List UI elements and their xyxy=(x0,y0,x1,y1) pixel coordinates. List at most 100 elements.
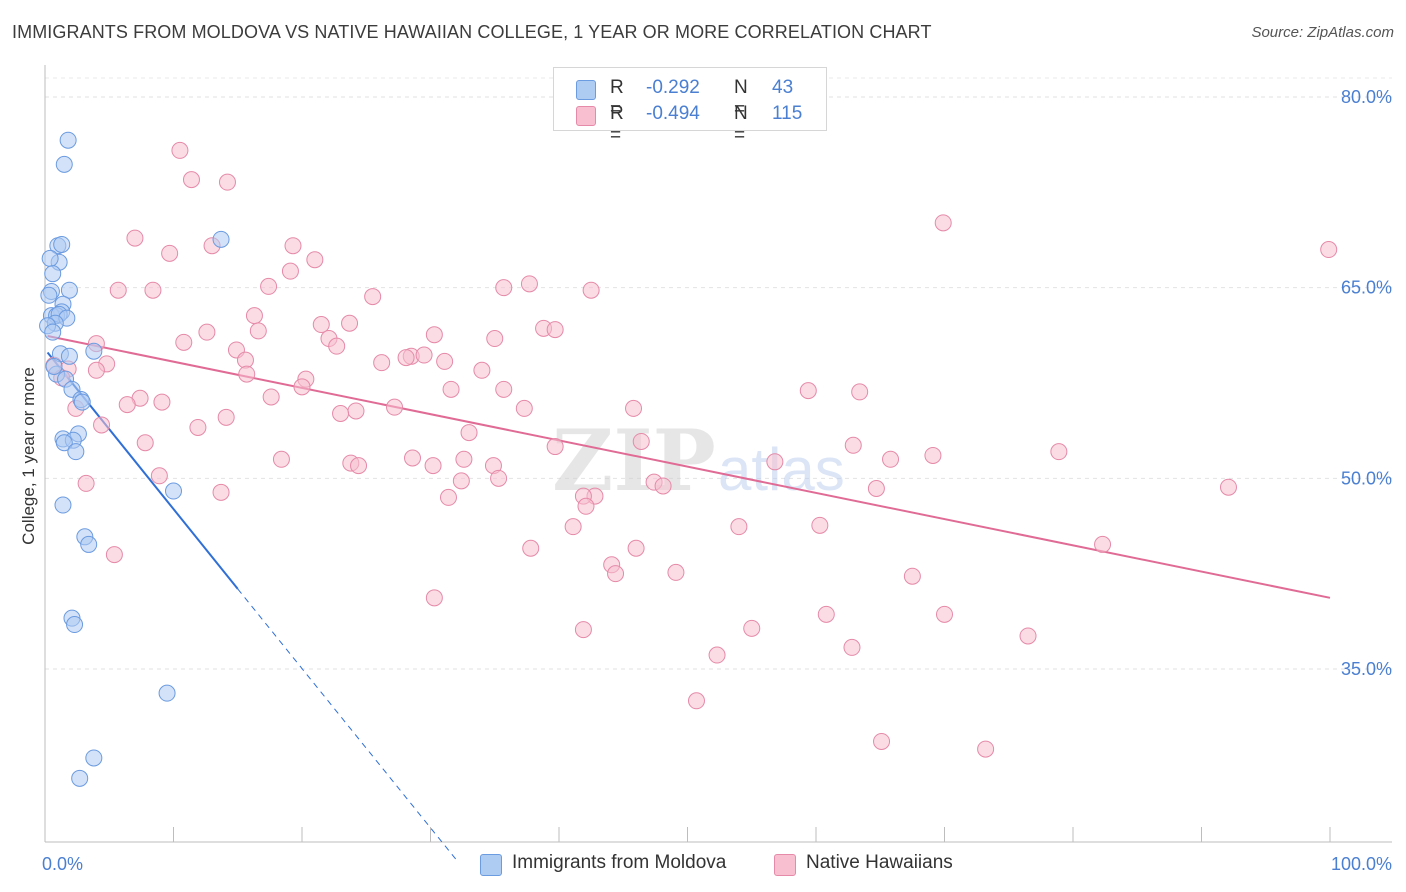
scatter-point xyxy=(843,638,861,656)
scatter-point xyxy=(126,229,144,247)
scatter-point xyxy=(495,380,513,398)
scatter-point xyxy=(582,281,600,299)
bottom-legend-label-moldova: Immigrants from Moldova xyxy=(512,852,727,873)
scatter-point xyxy=(667,563,685,581)
scatter-point xyxy=(486,330,504,348)
legend-r-value: -0.494 xyxy=(646,103,700,124)
bottom-legend-swatch-hawaiians xyxy=(774,854,796,876)
scatter-point xyxy=(708,646,726,664)
y-tick-label: 35.0% xyxy=(1341,659,1392,679)
scatter-point xyxy=(60,281,78,299)
scatter-point xyxy=(546,321,564,339)
tick-labels: 35.0% 50.0% 65.0% 80.0% 0.0% 100.0% xyxy=(42,87,1392,874)
scatter-point xyxy=(415,346,433,364)
legend-r-value: -0.292 xyxy=(646,77,700,98)
scatter-point xyxy=(44,323,62,341)
scatter-point xyxy=(73,393,91,411)
scatter-point xyxy=(306,251,324,269)
legend-n-label: N = xyxy=(734,77,748,120)
scatter-point xyxy=(260,277,278,295)
scatter-point xyxy=(452,472,470,490)
data-points xyxy=(39,131,1338,787)
scatter-point xyxy=(1320,241,1338,259)
scatter-point xyxy=(245,307,263,325)
scatter-point xyxy=(495,279,513,297)
scatter-point xyxy=(217,408,235,426)
scatter-point xyxy=(85,749,103,767)
scatter-point xyxy=(425,589,443,607)
scatter-point xyxy=(150,467,168,485)
scatter-point xyxy=(53,235,71,253)
scatter-point xyxy=(249,322,267,340)
scatter-point xyxy=(59,131,77,149)
scatter-point xyxy=(55,155,73,173)
scatter-point xyxy=(80,535,98,553)
scatter-point xyxy=(105,546,123,564)
scatter-point xyxy=(817,605,835,623)
scatter-point xyxy=(522,539,540,557)
scatter-point xyxy=(934,214,952,232)
scatter-point xyxy=(490,469,508,487)
scatter-point xyxy=(730,518,748,536)
legend-swatch-hawaiians xyxy=(576,106,596,126)
scatter-point xyxy=(171,141,189,159)
scatter-point xyxy=(1219,478,1237,496)
scatter-point xyxy=(386,398,404,416)
scatter-point xyxy=(632,432,650,450)
scatter-point xyxy=(882,450,900,468)
scatter-point xyxy=(41,249,59,267)
scatter-point xyxy=(189,418,207,436)
scatter-point xyxy=(364,288,382,306)
scatter-point xyxy=(473,361,491,379)
scatter-point xyxy=(851,383,869,401)
scatter-point xyxy=(607,565,625,583)
scatter-point xyxy=(66,616,84,634)
scatter-point xyxy=(161,244,179,262)
x-tick-label-max: 100.0% xyxy=(1331,854,1392,874)
scatter-point xyxy=(77,474,95,492)
scatter-point xyxy=(71,769,89,787)
scatter-point xyxy=(799,382,817,400)
scatter-point xyxy=(424,457,442,475)
scatter-point xyxy=(924,446,942,464)
scatter-point xyxy=(212,230,230,248)
scatter-point xyxy=(175,333,193,351)
scatter-point xyxy=(218,173,236,191)
y-axis-title: College, 1 year or more xyxy=(19,367,38,545)
scatter-point xyxy=(844,436,862,454)
scatter-point xyxy=(442,380,460,398)
scatter-point xyxy=(1019,627,1037,645)
scatter-point xyxy=(627,539,645,557)
scatter-point xyxy=(153,393,171,411)
scatter-point xyxy=(293,378,311,396)
scatter-point xyxy=(1094,535,1112,553)
scatter-point xyxy=(1050,443,1068,461)
scatter-point xyxy=(373,354,391,372)
scatter-point xyxy=(238,365,256,383)
scatter-point xyxy=(165,482,182,500)
axes xyxy=(44,65,1392,843)
trend-line-moldova-extrapolated xyxy=(237,588,457,860)
scatter-point xyxy=(455,450,473,468)
scatter-point xyxy=(44,265,62,283)
scatter-point xyxy=(87,361,105,379)
scatter-point xyxy=(404,449,422,467)
scatter-point xyxy=(766,453,784,471)
scatter-point xyxy=(198,323,216,341)
scatter-point xyxy=(625,399,643,417)
scatter-point xyxy=(873,732,891,750)
legend-r-label: R = xyxy=(610,77,624,120)
scatter-point xyxy=(811,516,829,534)
bottom-legend-label-hawaiians: Native Hawaiians xyxy=(806,852,953,873)
x-tick-label-min: 0.0% xyxy=(42,854,83,874)
scatter-point xyxy=(109,281,127,299)
scatter-point xyxy=(350,457,368,475)
scatter-point xyxy=(182,171,200,189)
scatter-point xyxy=(60,347,78,365)
scatter-point xyxy=(341,314,359,332)
scatter-point xyxy=(977,740,995,758)
scatter-point xyxy=(903,567,921,585)
watermark-atlas: atlas xyxy=(718,436,845,503)
chart-title: IMMIGRANTS FROM MOLDOVA VS NATIVE HAWAII… xyxy=(12,22,932,42)
